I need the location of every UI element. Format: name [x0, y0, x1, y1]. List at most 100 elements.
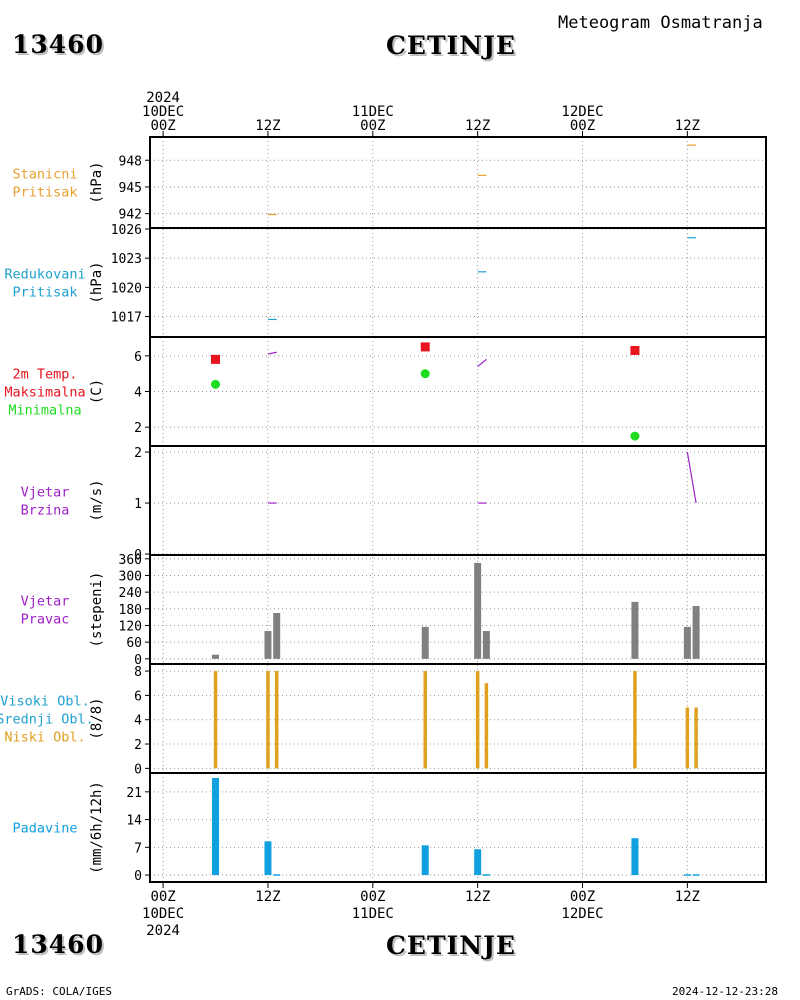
y-tick-label: 1020 [111, 281, 142, 296]
x-tick-label-top: 12Z [675, 118, 700, 134]
panel-label: Maksimalna [4, 385, 85, 401]
y-tick-label: 60 [126, 636, 142, 651]
y-tick-label: 360 [119, 553, 142, 568]
y-tick-label: 948 [119, 154, 142, 169]
panel-label: Vjetar [21, 485, 70, 501]
station-name-top: CETINJE [386, 31, 516, 60]
x-tick-label-top: 11DEC [352, 104, 394, 120]
data-bar [273, 874, 281, 876]
data-bar [264, 631, 272, 659]
y-tick-label: 0 [134, 548, 142, 563]
y-tick-label: 4 [134, 714, 142, 729]
y-tick-label: 1026 [111, 223, 142, 238]
panel-frame [149, 445, 767, 556]
axis-unit-label: (m/s) [89, 479, 105, 521]
x-tick-label-top: 12Z [255, 118, 280, 134]
data-bar [264, 841, 272, 876]
x-tick-label-top: 2024 [146, 90, 180, 106]
y-tick-label: 0 [134, 653, 142, 668]
y-tick-label: 8 [134, 665, 142, 680]
tmin-marker [630, 431, 640, 441]
axis-unit-label: (hPa) [89, 261, 105, 303]
y-tick-label: 120 [119, 619, 142, 634]
data-bar [683, 874, 691, 876]
y-tick-label: 2 [134, 421, 142, 436]
x-tick-label-bottom: 12DEC [561, 906, 603, 922]
tmax-marker [420, 342, 430, 352]
x-tick-label-bottom: 00Z [570, 889, 595, 905]
panel-label: Stanicni [12, 167, 77, 183]
station-id-top: 13460 [12, 30, 104, 59]
x-tick-label-top: 10DEC [142, 104, 184, 120]
data-bar [212, 777, 220, 876]
panel-cloud-cover: 0 2 4 6 8 (8/8)Visoki Obl. Srednji Obl. Niski O… [0, 663, 767, 777]
panel-precipitation: 0 7 14 21 (mm/6h/12h) Padavine [12, 772, 767, 884]
panel-label: Srednji Obl. [0, 712, 94, 728]
x-tick-label-bottom: 00Z [360, 889, 385, 905]
x-tick-label-top: 00Z [360, 118, 385, 134]
y-tick-label: 942 [119, 208, 142, 223]
x-tick-label-bottom: 11DEC [352, 906, 394, 922]
axis-unit-label: (mm/6h/12h) [89, 781, 105, 874]
axis-unit-label: (C) [89, 379, 105, 404]
data-segment [267, 351, 277, 355]
data-bar [273, 612, 281, 659]
y-tick-label: 21 [126, 786, 142, 801]
y-tick-label: 1023 [111, 252, 142, 267]
data-bar [474, 562, 482, 659]
x-tick-label-top: 00Z [570, 118, 595, 134]
data-bar [423, 671, 427, 769]
y-tick-label: 2 [134, 446, 142, 461]
data-bar [685, 707, 690, 769]
panel-label: Pravac [21, 612, 70, 628]
x-tick-label-bottom: 2024 [146, 923, 180, 939]
y-tick-label: 1 [134, 497, 142, 512]
x-tick-label-bottom: 00Z [150, 889, 175, 905]
credit-label: GrADS: COLA/IGES [6, 985, 112, 998]
tmin-marker [211, 379, 221, 389]
timestamp-label: 2024-12-12-23:28 [672, 985, 778, 998]
chart-subtitle: Meteogram Osmatranja [558, 13, 763, 33]
data-bar [213, 671, 218, 769]
panel-label: Padavine [12, 821, 77, 837]
y-tick-label: 1017 [111, 311, 142, 326]
y-tick-label: 6 [134, 689, 142, 704]
panel-temperature: 2 4 6 (C) 2m Temp. Maksimalna Minimalna [4, 336, 767, 447]
data-bar [274, 671, 279, 769]
axis-unit-label: (hPa) [89, 161, 105, 203]
data-bar [482, 631, 490, 659]
panel-label: Pritisak [12, 285, 77, 301]
y-tick-label: 14 [126, 814, 142, 829]
panel-label: Pritisak [12, 185, 77, 201]
panel-frame [149, 772, 767, 883]
y-tick-label: 6 [134, 350, 142, 365]
panel-reduced-pressure: 1017 1020 1023 1026 (hPa)Redukovani Pritisak [4, 223, 767, 338]
panel-label: Brzina [21, 503, 70, 519]
x-tick-label-top: 12DEC [561, 104, 603, 120]
panel-frame [149, 554, 767, 665]
panel-frame [149, 136, 767, 229]
panel-wind-speed: 0 1 2 (m/s) Vjetar Brzina [21, 445, 767, 563]
data-bar [631, 601, 639, 659]
panel-label: Visoki Obl. [0, 694, 89, 710]
y-tick-label: 945 [119, 181, 142, 196]
data-bar [692, 874, 700, 876]
data-bar [421, 845, 429, 876]
axis-unit-label: (8/8) [89, 697, 105, 739]
axis-unit-label: (stepeni) [89, 572, 105, 648]
panel-station-pressure: 942 945 948 (hPa) Stanicni Pritisak [12, 136, 767, 229]
panel-label: Minimalna [8, 403, 81, 419]
y-tick-label: 0 [134, 762, 142, 777]
data-bar [212, 654, 220, 659]
tmax-marker [630, 345, 640, 355]
panel-label: Vjetar [21, 594, 70, 610]
data-bar [694, 707, 698, 769]
data-bar [482, 874, 490, 876]
y-tick-label: 7 [134, 841, 142, 856]
y-tick-label: 4 [134, 386, 142, 401]
x-tick-label-bottom: 12Z [255, 889, 280, 905]
y-tick-label: 240 [119, 586, 142, 601]
x-tick-label-bottom: 10DEC [142, 906, 184, 922]
